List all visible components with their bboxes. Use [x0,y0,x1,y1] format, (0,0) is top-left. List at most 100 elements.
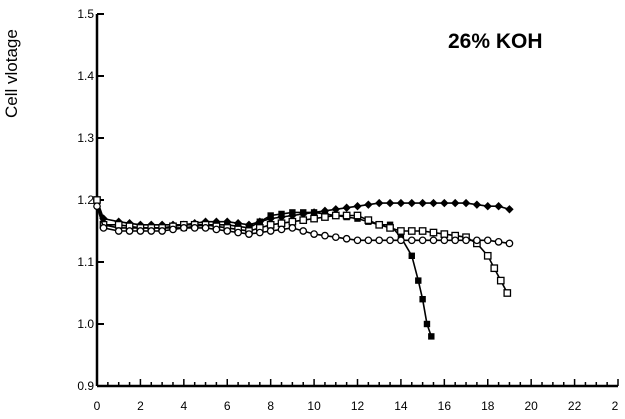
data-point [423,320,431,328]
data-point [428,333,435,340]
data-point [223,227,232,235]
data-point [299,216,308,224]
y-tick-label: 1.3 [77,131,94,145]
data-point [407,198,416,208]
data-point [429,228,438,237]
x-tick-label: 4 [180,399,187,413]
x-tick-label: 10 [307,399,321,413]
data-point [114,220,123,229]
x-tick-label: 8 [267,399,274,413]
data-point [429,198,438,208]
data-point [440,198,449,208]
data-point [353,236,362,245]
data-point [158,227,166,235]
data-point [299,227,308,235]
data-point [450,198,460,208]
x-tick-label: 14 [394,399,408,413]
data-point [505,239,514,248]
x-tick-label: 20 [524,399,538,413]
x-tick-label: 18 [481,399,495,413]
data-point [375,220,384,229]
data-point [288,224,297,232]
data-point [342,234,351,243]
data-point [451,236,460,245]
data-point [245,230,253,238]
data-point [494,238,503,246]
data-point [462,236,470,245]
data-point [364,236,373,245]
data-point [93,196,101,204]
data-point [212,225,221,234]
data-point [505,205,514,214]
data-point [503,289,512,297]
data-point [408,252,415,259]
x-tick-label: 0 [94,399,101,413]
y-tick-label: 1.4 [77,69,94,83]
data-point [419,296,426,303]
data-point [234,228,242,237]
data-point [310,209,318,216]
data-point [407,236,416,245]
data-point [364,200,373,209]
data-point [407,227,416,235]
data-point [114,227,123,235]
data-point [289,209,296,216]
data-point [483,202,492,211]
data-point [386,224,394,232]
data-point [385,198,395,208]
data-point [277,225,286,234]
x-tick-label: 2 [612,399,619,413]
data-point [288,217,297,226]
x-tick-label: 6 [224,399,231,413]
data-point [396,198,406,208]
data-point [353,211,362,220]
data-point [440,230,449,238]
data-point [331,205,340,214]
data-point [267,212,274,219]
data-point [99,224,108,232]
data-point [429,236,438,245]
x-tick-label: 2 [137,399,144,413]
data-point [179,224,188,232]
data-point [266,227,275,235]
data-point [321,213,329,221]
data-point [321,231,329,240]
data-point [353,202,362,211]
data-point [473,236,481,245]
data-point [169,225,177,234]
data-point [201,224,210,232]
x-tick-label: 22 [568,399,582,413]
data-point [190,224,199,232]
data-point [397,227,405,235]
data-point [255,228,264,237]
data-point [331,233,340,242]
data-point [364,216,373,224]
data-point [375,236,384,245]
x-tick-label: 16 [438,399,452,413]
data-point [415,277,422,284]
y-tick-label: 1.2 [77,193,94,207]
data-point [125,227,134,235]
data-point [472,200,482,209]
data-point [496,276,505,285]
y-tick-label: 1.5 [77,7,94,21]
data-point [386,236,394,245]
series-2 [93,196,435,340]
data-point [461,198,471,208]
series-4 [93,202,514,248]
data-point [494,202,503,211]
data-point [300,209,307,216]
data-point [147,227,156,235]
data-point [266,220,275,229]
y-tick-label: 1.1 [77,255,94,269]
data-point [440,236,449,245]
data-point [93,202,101,211]
data-point [418,198,427,208]
data-point [397,236,405,245]
data-point [277,219,286,228]
data-point [310,214,318,223]
data-point [310,230,318,238]
data-point [256,218,264,225]
data-point [136,227,145,235]
